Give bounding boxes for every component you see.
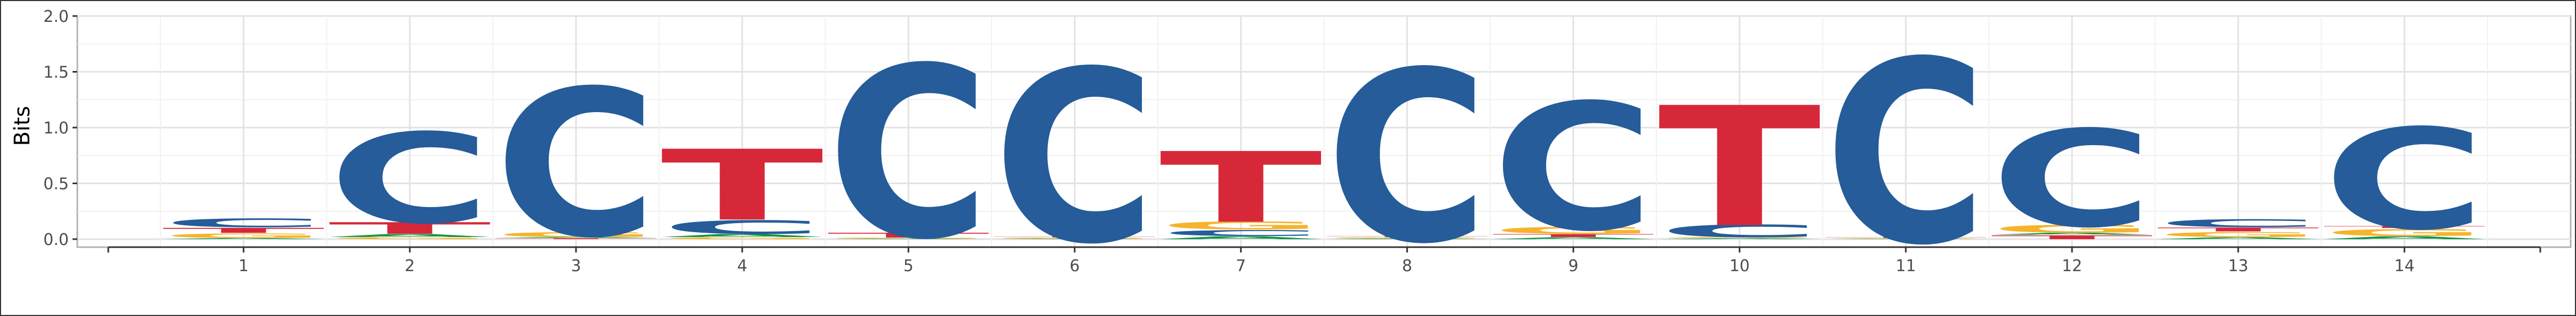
logo-letter-t: T [1492,233,1656,238]
x-tick-label: 14 [2394,257,2414,275]
logo-letter-a: A [2323,235,2487,240]
axes: 0.00.51.01.52.01 2 3 4 5 6 7 8 9 10 11 12 13 14 [43,7,2541,275]
x-tick-label: 12 [2062,257,2082,275]
logo-letter-a: A [1492,236,1656,240]
y-axis-title: Bits [10,106,35,146]
logo-letter-t: T [162,226,326,234]
logo-letter-c: C [661,217,823,239]
x-tick-label: 3 [571,257,581,275]
logo-letter-t: T [1825,237,1989,239]
logo-letter-c: C [1159,228,1322,238]
logo-letter-t: T [329,219,493,238]
logo-letter-c: C [162,216,325,230]
x-tick-label: 11 [1895,257,1916,275]
logo-letter-g: G [1326,237,1489,239]
logo-letter-t: T [2157,226,2321,233]
logo-letter-g: G [1159,219,1322,232]
logo-letter-a: A [329,233,493,238]
x-tick-label: 8 [1402,257,1412,275]
logo-letter-g: G [2323,227,2486,238]
logo-letter-a: A [1658,238,1822,240]
x-tick-label: 9 [1568,257,1578,275]
logo-letter-c: C [1492,67,1654,270]
logo-letter-t: T [993,236,1157,238]
x-tick-label: 13 [2228,257,2249,275]
logo-letter-a: A [162,238,326,239]
logo-letter-g: G [993,238,1156,239]
logo-letter-a: A [1990,232,2155,235]
x-tick-label: 4 [737,257,747,275]
y-tick-label: 1.5 [43,64,69,82]
logo-letter-g: G [2157,231,2319,239]
logo-letter-t: T [2323,226,2487,229]
logo-letter-c: C [827,18,990,291]
x-tick-label: 6 [1069,257,1079,275]
logo-letter-c: C [2157,217,2319,230]
x-tick-label: 7 [1236,257,1246,275]
logo-letter-c: C [1990,102,2153,257]
logo-letter-c: C [1326,22,1489,296]
logo-letter-g: G [1492,225,1654,236]
logo-letter-c: C [1658,221,1821,241]
x-tick-label: 2 [405,257,415,275]
logo-letter-c: C [2323,99,2486,260]
logo-letter-g: G [661,236,823,240]
y-tick-label: 0.5 [43,175,69,194]
logo-letter-t: T [1159,132,1324,245]
logo-letter-t: T [1658,72,1822,264]
logo-letter-t: T [494,238,659,240]
y-tick-label: 0.0 [43,231,69,249]
logo-letter-t: T [1326,236,1490,238]
y-tick-label: 2.0 [43,7,69,26]
logo-letter-a: A [2157,236,2321,240]
logo-letter-g: G [494,231,657,239]
logo-letter-c: C [993,21,1156,297]
logo-letter-g: G [827,238,990,239]
logo-letter-c: C [494,47,657,282]
logo-letter-g: G [1825,238,1987,239]
logo-letter-c: C [329,108,491,252]
logo-letter-a: A [494,237,659,239]
grid-lines [77,15,2571,247]
logo-letter-g: G [162,232,325,239]
x-tick-label: 10 [1730,257,1750,275]
x-tick-label: 1 [238,257,249,275]
logo-letter-a: A [1326,238,1490,239]
logo-letter-t: T [661,130,825,243]
logo-letter-g: G [329,236,491,240]
logo-letter-a: A [661,233,825,238]
logo-letter-t: T [827,232,991,240]
y-tick-label: 1.0 [43,119,69,138]
logo-letter-a: A [1159,235,1324,240]
logo-letter-g: G [1658,237,1821,239]
logo-letter-g: G [1990,223,2153,235]
x-tick-label: 5 [903,257,914,275]
logo-letter-t: T [1990,234,2155,241]
